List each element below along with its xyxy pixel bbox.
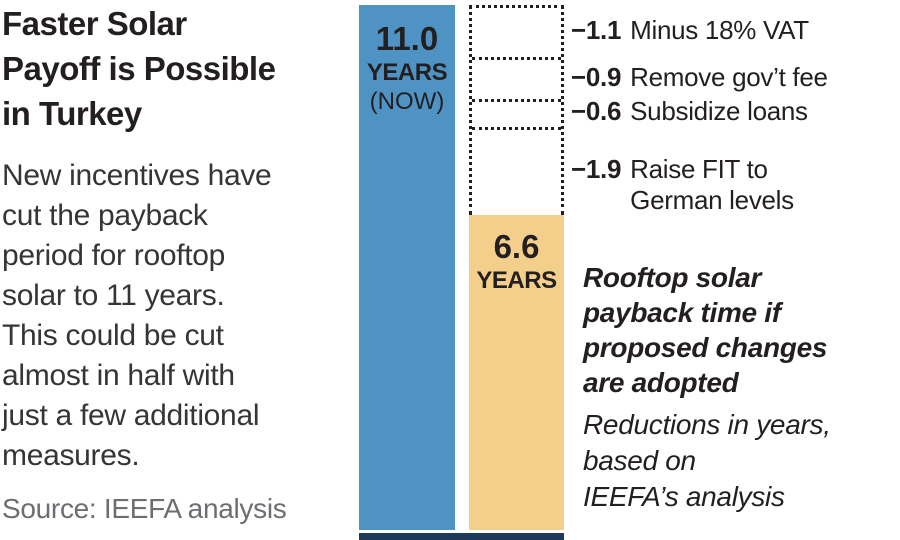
annotation-bold-line: are adopted — [583, 367, 739, 398]
annotation-bold-line: proposed changes — [583, 332, 828, 363]
annotation-italic-line: IEEFA’s analysis — [583, 481, 785, 512]
reduction-text: Minus 18% VAT — [630, 15, 809, 45]
baseline-strip — [359, 533, 564, 540]
reduction-value: −0.9 — [571, 62, 622, 92]
description-line: solar to 11 years. — [2, 279, 225, 312]
reduction-value: −1.1 — [571, 15, 622, 45]
title-line: Faster Solar — [2, 5, 187, 42]
description-text: New incentives have cut the payback peri… — [2, 156, 358, 476]
reduction-label-gov-fee: −0.9 Remove gov’t fee — [571, 62, 828, 93]
reduction-separator — [472, 127, 561, 130]
description-line: This could be cut — [2, 319, 224, 352]
now-bar-note: (NOW) — [369, 88, 445, 115]
description-line: period for rooftop — [2, 239, 226, 272]
now-bar-value: 11.0 — [375, 20, 439, 57]
reduction-text-line: German levels — [630, 185, 794, 215]
reduction-ladder — [469, 5, 564, 215]
description-line: New incentives have — [2, 159, 272, 192]
reduction-separator — [472, 99, 561, 102]
title-line: Payoff is Possible — [2, 50, 276, 87]
annotation-bold-line: Rooftop solar — [583, 262, 762, 293]
reduction-label-vat: −1.1 Minus 18% VAT — [571, 15, 809, 46]
future-bar-value: 6.6 — [493, 228, 540, 265]
reduction-separator — [472, 57, 561, 60]
reduction-label-loans: −0.6 Subsidize loans — [571, 96, 808, 127]
description-line: just a few additional — [2, 399, 260, 432]
now-bar: 11.0 YEARS (NOW) — [359, 5, 455, 530]
description-line: almost in half with — [2, 359, 235, 392]
reduction-label-fit: −1.9 Raise FIT to German levels — [571, 154, 794, 216]
reduction-text-line: Raise FIT to — [630, 154, 768, 184]
reduction-text: Remove gov’t fee — [630, 62, 828, 92]
reduction-value: −1.9 — [571, 154, 622, 184]
annotation-italic-line: Reductions in years, — [583, 409, 831, 440]
now-bar-unit: YEARS — [366, 59, 448, 86]
future-bar-unit: YEARS — [476, 267, 557, 294]
page-title: Faster Solar Payoff is Possible in Turke… — [2, 1, 354, 136]
description-line: measures. — [2, 439, 140, 472]
title-line: in Turkey — [2, 95, 142, 132]
source-note: Source: IEEFA analysis — [2, 493, 287, 524]
reduction-value: −0.6 — [571, 96, 622, 126]
reduction-text: Subsidize loans — [630, 96, 808, 126]
annotation-italic: Reductions in years, based on IEEFA’s an… — [583, 407, 893, 515]
annotation-italic-line: based on — [583, 445, 696, 476]
future-bar: 6.6 YEARS — [469, 215, 564, 530]
annotation-bold: Rooftop solar payback time if proposed c… — [583, 260, 893, 400]
description-line: cut the payback — [2, 199, 208, 232]
reduction-text: Raise FIT to German levels — [630, 154, 794, 216]
annotation-bold-line: payback time if — [583, 297, 781, 328]
